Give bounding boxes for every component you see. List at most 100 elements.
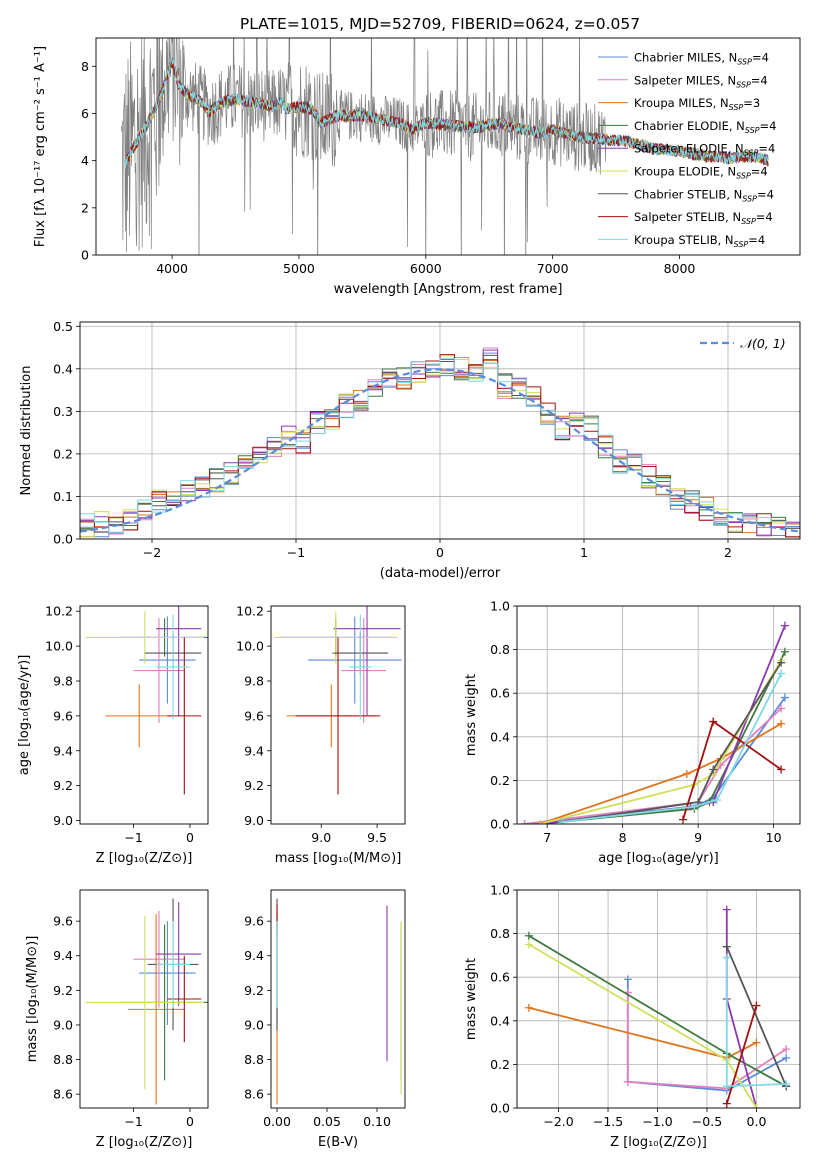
y-tick-label: 0.4: [490, 729, 510, 744]
x-tick-label: 9: [694, 830, 702, 845]
plot-area-mass_vs_Z: [85, 898, 208, 1105]
plot-area-mass_vs_ebv: [276, 898, 402, 1105]
y-tick-label: 0.2: [490, 773, 510, 788]
legend-label: Kroupa ELODIE, NSSP=4: [634, 165, 768, 181]
legend-value: =4: [757, 187, 774, 201]
y-tick-label: 9.2: [53, 778, 73, 793]
legend-name: Chabrier STELIB, N: [634, 187, 742, 201]
x-axis-label: E(B-V): [318, 1135, 358, 1150]
ticks-age_vs_mass: 9.0 9.5 9.0 9.2 9.4 9.6 9.8 10.0 10.2: [236, 604, 387, 845]
y-tick-label: 10.2: [45, 604, 73, 619]
y-tick-label: 10.2: [236, 604, 264, 619]
y-tick-label: 9.6: [244, 914, 264, 929]
y-tick-label: 0.0: [53, 532, 73, 547]
plus-marker: [782, 1045, 791, 1054]
series-line: [562, 673, 782, 823]
y-tick-label: 9.4: [53, 743, 73, 758]
y-tick-label: 0.8: [490, 926, 510, 941]
x-axis-label: wavelength [Angstrom, rest frame]: [334, 282, 563, 297]
plus-marker: [777, 658, 786, 667]
y-tick-label: 8.8: [244, 1052, 264, 1067]
x-tick-label: −0.5: [692, 1114, 722, 1129]
ticks-weight_vs_age: 7 8 9 10 0.0 0.2 0.4 0.6 0.8 1.0: [490, 599, 781, 846]
y-tick-label: 0.6: [490, 970, 510, 985]
axes-age_vs_Z: −1 0 9.0 9.2 9.4 9.6 9.8 10.0 10.2 Z [log₁₀(Z/Z⊙)…: [17, 604, 209, 866]
plus-marker: [623, 1077, 632, 1086]
series-line: [562, 662, 782, 823]
legend-label: Salpeter MILES, NSSP=4: [634, 73, 768, 89]
plus-marker: [782, 1080, 791, 1089]
y-axis-label: mass [log₁₀(M/M⊙)]: [25, 936, 40, 1063]
plot-area-weight_vs_age: [520, 621, 789, 824]
series-line: [524, 707, 782, 824]
ticks-weight_vs_Z: −2.0 −1.5 −1.0 −0.5 0.0 0.0 0.2 0.4 0.6 0.8 1.0: [490, 883, 766, 1130]
axes-weight_vs_age: 7 8 9 10 0.0 0.2 0.4 0.6 0.8 1.0 age [log₁₀(age/yr…: [464, 599, 801, 866]
x-tick-label: 9.0: [311, 830, 331, 845]
y-tick-label: 9.2: [244, 983, 264, 998]
y-tick-label: 10.0: [45, 639, 73, 654]
legend-value: =4: [748, 233, 765, 247]
ticks-mass_vs_Z: −1 0 8.6 8.8 9.0 9.2 9.4 9.6: [53, 914, 194, 1129]
x-tick-label: 0: [186, 830, 194, 845]
ticks-spectrum: 4000 5000 6000 7000 8000 0 2 4 6 8: [81, 59, 695, 276]
y-tick-label: 9.8: [244, 673, 264, 688]
y-tick-label: 9.0: [244, 813, 264, 828]
ticks-mass_vs_ebv: 0.00 0.05 0.10 8.6 8.8 9.0 9.2 9.4 9.6: [244, 914, 391, 1129]
legend-name: Kroupa STELIB, N: [634, 233, 734, 247]
y-tick-label: 8.6: [244, 1087, 264, 1102]
x-tick-label: 1: [580, 545, 588, 560]
gaussian-curve: [80, 368, 800, 533]
legend-label: Kroupa MILES, NSSP=3: [634, 96, 760, 112]
plus-marker: [780, 693, 789, 702]
y-tick-label: 0: [81, 248, 89, 263]
legend-name: Salpeter STELIB, N: [634, 210, 741, 224]
y-tick-label: 9.0: [53, 1017, 73, 1032]
legend-name: Kroupa MILES, N: [634, 96, 729, 110]
x-tick-label: 6000: [410, 261, 442, 276]
plot-area-weight_vs_Z: [524, 905, 791, 1108]
plus-marker: [752, 1001, 761, 1010]
y-tick-label: 9.0: [244, 1017, 264, 1032]
x-tick-label: 7: [543, 830, 551, 845]
y-tick-label: 8: [81, 59, 89, 74]
legend-value: =4: [760, 119, 777, 133]
x-axis-label: (data-model)/error: [380, 566, 501, 581]
y-tick-label: 0.2: [53, 446, 73, 461]
axes-mass_vs_ebv: 0.00 0.05 0.10 8.6 8.8 9.0 9.2 9.4 9.6 E(B-V): [244, 889, 406, 1150]
plus-marker: [782, 1053, 791, 1062]
plus-marker: [520, 820, 529, 824]
x-axis-label: mass [log₁₀(M/M⊙)]: [275, 851, 402, 866]
axes-spectrum: 4000 5000 6000 7000 8000 0 2 4 6 8 wavelength [Ang…: [33, 37, 801, 297]
legend-subscript: SSP: [744, 149, 759, 158]
y-tick-label: 0.4: [490, 1013, 510, 1028]
x-tick-label: 0: [186, 1114, 194, 1129]
plus-marker: [722, 1099, 731, 1108]
plot-area-spectrum: [121, 38, 769, 255]
x-tick-label: −2.0: [543, 1114, 573, 1129]
plus-marker: [712, 796, 721, 805]
plus-marker: [623, 975, 632, 984]
x-tick-label: 10: [766, 830, 782, 845]
x-axis-label: Z [log₁₀(Z/Z⊙)]: [610, 1135, 707, 1150]
plus-marker: [722, 953, 731, 962]
plus-marker: [752, 1038, 761, 1047]
y-tick-label: 9.2: [53, 983, 73, 998]
axes-frame: [516, 605, 801, 825]
legend-label: 𝒩(0, 1): [740, 336, 786, 351]
legend-subscript: SSP: [741, 217, 756, 226]
axes-mass_vs_Z: −1 0 8.6 8.8 9.0 9.2 9.4 9.6 Z [log₁₀(Z/Z⊙)] mass…: [25, 889, 209, 1150]
plus-marker: [524, 940, 533, 949]
x-tick-label: 8000: [664, 261, 696, 276]
y-tick-label: 0.3: [53, 404, 73, 419]
y-tick-label: 0.1: [53, 489, 73, 504]
x-tick-label: 0.00: [263, 1114, 291, 1129]
plot-area-residuals: [80, 347, 800, 539]
y-axis-label: mass weight: [464, 674, 479, 756]
y-tick-label: 1.0: [490, 883, 510, 898]
legend-value: =3: [743, 96, 760, 110]
plus-marker: [558, 817, 567, 824]
series-line: [626, 992, 787, 1090]
x-tick-label: −1: [287, 545, 305, 560]
